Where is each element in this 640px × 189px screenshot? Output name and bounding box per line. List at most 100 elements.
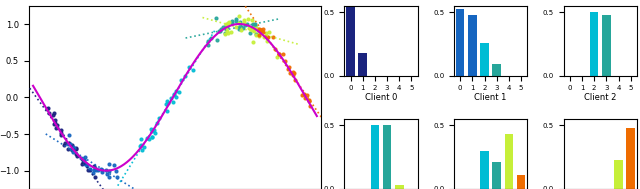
Point <box>176 78 186 81</box>
Point <box>288 73 298 76</box>
Point <box>247 19 257 22</box>
Point <box>223 31 233 34</box>
Point <box>79 158 90 161</box>
Point <box>56 134 66 137</box>
Point <box>216 27 226 30</box>
Point <box>244 27 255 30</box>
Point <box>212 39 222 42</box>
Point <box>236 29 246 32</box>
Point <box>220 23 230 26</box>
Point <box>76 156 86 159</box>
Point <box>220 32 230 35</box>
Bar <box>395 185 404 189</box>
Point <box>168 100 178 103</box>
Point <box>215 29 225 32</box>
Point <box>258 28 268 31</box>
Point <box>274 53 284 56</box>
Point <box>253 27 264 30</box>
Point <box>112 175 122 178</box>
Point <box>67 148 77 151</box>
Point <box>264 30 274 33</box>
Point <box>44 111 54 114</box>
Point <box>48 113 58 116</box>
Point <box>43 106 53 109</box>
Point <box>97 170 107 173</box>
Point <box>304 99 314 102</box>
Point <box>147 136 157 139</box>
Point <box>63 147 73 150</box>
Point <box>235 26 245 29</box>
Point <box>234 15 244 18</box>
Point <box>249 23 259 26</box>
Point <box>144 138 154 141</box>
Point <box>50 121 60 124</box>
Point <box>270 48 280 51</box>
Point <box>174 91 184 94</box>
Point <box>81 165 92 168</box>
Point <box>305 105 316 108</box>
Point <box>162 110 172 113</box>
Point <box>248 29 259 33</box>
Point <box>278 52 288 55</box>
Point <box>282 68 292 71</box>
Point <box>289 71 299 74</box>
Point <box>250 22 260 26</box>
Point <box>80 163 90 166</box>
Point <box>81 162 91 165</box>
Point <box>300 97 310 100</box>
Bar <box>627 128 635 189</box>
Point <box>149 128 159 131</box>
Point <box>284 65 294 68</box>
Point <box>161 102 171 105</box>
Point <box>280 60 291 63</box>
Point <box>171 89 181 92</box>
Point <box>49 122 59 125</box>
Point <box>223 22 234 25</box>
Bar <box>468 15 477 76</box>
Point <box>257 31 267 34</box>
Point <box>142 137 152 140</box>
Point <box>136 137 147 140</box>
Point <box>263 35 273 38</box>
Point <box>254 34 264 37</box>
Point <box>206 37 216 40</box>
Point <box>97 168 107 171</box>
Point <box>259 35 269 38</box>
X-axis label: Client 2: Client 2 <box>584 93 616 102</box>
Point <box>221 22 231 25</box>
Bar <box>480 151 489 189</box>
Point <box>272 56 282 59</box>
Point <box>243 18 253 21</box>
Point <box>248 41 259 44</box>
Point <box>221 28 231 31</box>
Point <box>63 142 74 145</box>
Point <box>96 167 106 170</box>
Point <box>234 28 244 31</box>
Bar <box>492 64 501 76</box>
Point <box>68 147 79 150</box>
Point <box>239 23 250 26</box>
Point <box>231 18 241 21</box>
Point <box>60 144 70 147</box>
Point <box>71 148 81 151</box>
Point <box>166 96 177 99</box>
Bar <box>492 162 501 189</box>
Bar <box>602 15 611 76</box>
Point <box>137 148 147 151</box>
Point <box>253 35 264 38</box>
Point <box>72 154 82 157</box>
X-axis label: Client 1: Client 1 <box>474 93 507 102</box>
Point <box>101 168 111 171</box>
Point <box>136 144 146 147</box>
Point <box>261 36 271 39</box>
Point <box>220 32 230 35</box>
Bar <box>590 12 598 76</box>
Point <box>227 19 237 22</box>
Point <box>180 74 190 77</box>
Point <box>68 150 79 153</box>
Point <box>235 24 245 27</box>
Point <box>211 17 221 20</box>
Point <box>169 93 179 96</box>
Point <box>77 163 87 166</box>
Point <box>104 163 115 166</box>
